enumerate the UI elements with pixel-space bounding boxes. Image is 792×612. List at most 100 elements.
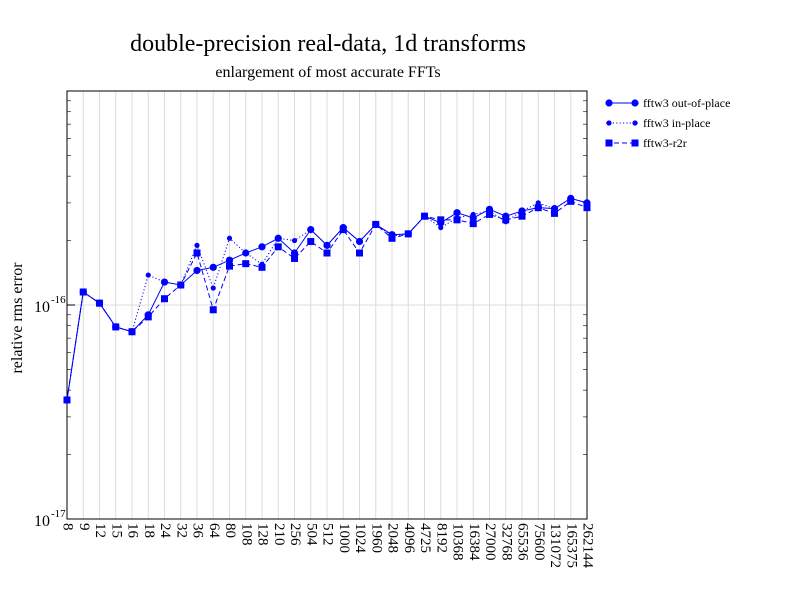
data-point-dot	[161, 279, 168, 285]
data-point-square	[323, 249, 331, 257]
data-point-square	[437, 216, 445, 224]
x-tick-label: 504	[303, 523, 319, 546]
data-point-circle	[290, 249, 299, 257]
data-point-circle	[453, 209, 461, 217]
data-point-square	[339, 226, 347, 234]
x-tick-label: 1024	[352, 523, 368, 554]
data-point-dot	[519, 208, 525, 214]
y-tick-label-base: 10	[34, 513, 50, 530]
data-point-square	[502, 216, 510, 224]
x-tick-label: 4096	[401, 523, 417, 554]
data-point-square	[242, 260, 250, 268]
data-point-square	[388, 234, 396, 242]
x-tick-label: 9	[76, 523, 92, 531]
x-tick-label: 2048	[385, 523, 401, 553]
x-tick-label: 64	[206, 523, 222, 539]
chart-title: double-precision real-data, 1d transform…	[130, 31, 526, 57]
x-tick-label: 8	[60, 523, 76, 531]
data-point-square	[631, 139, 639, 147]
grid-layer	[67, 91, 587, 519]
data-point-square	[486, 210, 493, 218]
data-point-dot	[632, 120, 638, 126]
legend: fftw3 out-of-place fftw3 in-place fftw3-r2…	[605, 96, 730, 150]
data-point-square	[177, 281, 185, 289]
x-tick-label: 15	[108, 523, 124, 538]
data-point-dot	[210, 285, 216, 291]
data-point-dot	[356, 238, 363, 245]
x-tick-label: 256	[287, 523, 303, 546]
legend-label: fftw3 out-of-place	[643, 96, 730, 110]
x-tick-label: 27000	[482, 523, 498, 561]
x-tick-label: 18	[141, 523, 157, 538]
x-tick-label: 16	[125, 523, 141, 539]
data-point-square	[307, 238, 315, 246]
data-point-dot	[606, 120, 612, 126]
y-axis-label: relative rms error	[9, 262, 26, 374]
x-tick-label: 131072	[547, 523, 563, 568]
x-tick-label: 1000	[336, 523, 352, 553]
data-point-dot	[324, 242, 330, 248]
x-tick-label: 24	[157, 523, 173, 539]
data-point-square	[112, 323, 120, 331]
data-point-square	[469, 220, 477, 228]
data-point-circle	[631, 99, 639, 107]
y-minor-ticks	[67, 100, 587, 455]
data-point-square	[551, 209, 558, 217]
x-tick-label: 10368	[450, 523, 466, 561]
x-tick-label: 262144	[580, 523, 596, 569]
series-dashed	[63, 197, 591, 404]
data-point-dot	[438, 224, 444, 231]
data-point-circle	[209, 263, 217, 271]
y-tick-label-exponent: -16	[51, 294, 66, 306]
x-tick-label: 36	[190, 523, 206, 539]
data-point-square	[258, 263, 266, 271]
x-tick-label: 210	[271, 523, 287, 546]
data-point-square	[372, 220, 380, 228]
data-point-square	[274, 243, 282, 251]
x-tick-label: 512	[320, 523, 336, 546]
data-point-dot	[308, 227, 314, 233]
data-point-square	[193, 249, 201, 257]
data-point-square	[453, 216, 461, 224]
data-point-square	[567, 197, 575, 205]
x-tick-label: 65536	[515, 523, 531, 561]
x-tick-label: 128	[255, 523, 271, 546]
data-point-square	[534, 204, 542, 212]
data-point-square	[421, 212, 428, 220]
x-tick-label: 4725	[417, 523, 433, 553]
data-point-square	[404, 230, 412, 238]
x-tick-label: 12	[92, 523, 108, 538]
series-layer	[63, 194, 591, 404]
data-point-square	[605, 139, 613, 147]
data-point-square	[583, 204, 591, 212]
data-point-dot	[243, 250, 249, 256]
data-point-dot	[291, 237, 298, 244]
data-point-dot	[145, 272, 151, 278]
chart-subtitle: enlargement of most accurate FFTs	[215, 64, 440, 81]
x-tick-label: 32	[173, 523, 189, 538]
data-point-square	[356, 249, 363, 257]
data-point-square	[96, 299, 103, 307]
x-tick-label: 8192	[433, 523, 449, 553]
x-tick-label: 108	[238, 523, 254, 546]
data-point-dot	[226, 235, 233, 241]
data-point-dot	[194, 242, 200, 248]
x-tick-labels: 8 9 12 15 16 18 24 32 36 64 80 108 128 210 256 504 512 10…	[60, 523, 596, 569]
legend-label: fftw3 in-place	[643, 116, 710, 130]
data-point-square	[518, 212, 526, 220]
data-point-square	[128, 328, 136, 336]
x-tick-label: 32768	[498, 523, 514, 561]
x-tick-label: 16384	[466, 523, 482, 561]
x-tick-label: 80	[222, 523, 238, 538]
data-point-dot	[470, 211, 476, 218]
data-point-square	[291, 254, 298, 262]
x-tick-label: 165375	[563, 523, 579, 568]
legend-label: fftw3-r2r	[643, 136, 687, 150]
y-tick-label-exponent: -17	[51, 508, 66, 520]
data-point-circle	[605, 99, 613, 107]
data-point-square	[161, 295, 168, 303]
data-point-square	[226, 262, 233, 270]
x-tick-label: 1960	[368, 523, 384, 553]
